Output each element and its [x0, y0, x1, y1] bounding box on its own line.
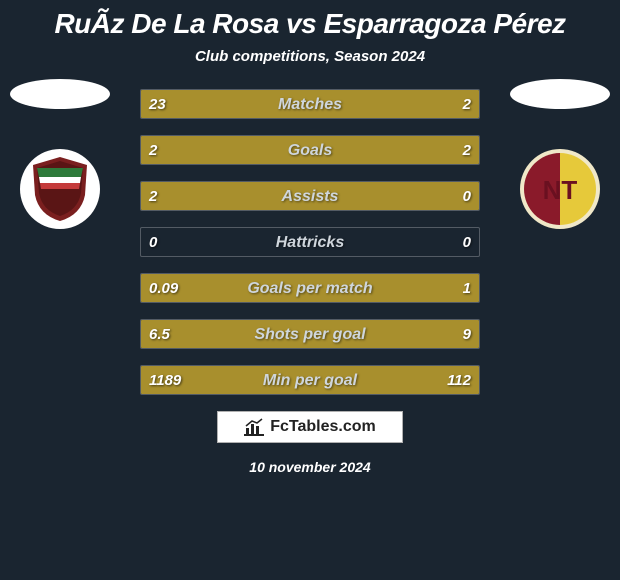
stat-row: Min per goal1189 112 — [140, 365, 480, 395]
stat-row: Goals per match0.09 1 — [140, 273, 480, 303]
club-logo-left — [20, 149, 100, 229]
brand-badge[interactable]: FcTables.com — [217, 411, 403, 443]
stat-value-right: 0 — [455, 182, 479, 211]
stat-label: Hattricks — [141, 228, 479, 257]
stat-label: Assists — [141, 182, 479, 211]
shield-icon — [29, 155, 91, 223]
stat-row: Hattricks0 0 — [140, 227, 480, 257]
stat-label: Min per goal — [141, 366, 479, 395]
stat-value-right: 1 — [455, 274, 479, 303]
content-area: NT Matches232Goals22Assists20Hattricks00… — [0, 69, 620, 475]
stat-value-right: 112 — [439, 366, 479, 395]
chart-icon — [244, 418, 264, 436]
stat-row: Assists2 0 — [140, 181, 480, 211]
stat-label: Goals per match — [141, 274, 479, 303]
stat-value-left: 1189 — [141, 366, 189, 395]
player-slot-right — [510, 79, 610, 109]
player-slot-left — [10, 79, 110, 109]
svg-text:NT: NT — [543, 175, 578, 205]
stat-value-left: 6.5 — [141, 320, 178, 349]
stat-label: Goals — [141, 136, 479, 165]
stat-value-right: 2 — [455, 136, 479, 165]
stat-value-left: 23 — [141, 90, 174, 119]
brand-text: FcTables.com — [270, 418, 376, 436]
stats-table: Matches232Goals22Assists20Hattricks00Goa… — [140, 89, 480, 395]
stat-label: Matches — [141, 90, 479, 119]
club-badge-icon: NT — [520, 149, 600, 229]
club-logo-right: NT — [520, 149, 600, 229]
stat-row: Shots per goal6.5 9 — [140, 319, 480, 349]
subtitle: Club competitions, Season 2024 — [0, 48, 620, 65]
stat-value-right: 0 — [455, 228, 479, 257]
stat-value-left: 2 — [141, 182, 165, 211]
stat-value-right: 2 — [455, 90, 479, 119]
stat-value-left: 2 — [141, 136, 165, 165]
page-title: RuÃ­z De La Rosa vs Esparragoza Pérez — [0, 8, 620, 40]
stat-value-right: 9 — [455, 320, 479, 349]
stat-row: Matches23 2 — [140, 89, 480, 119]
stat-value-left: 0.09 — [141, 274, 186, 303]
stat-value-left: 0 — [141, 228, 165, 257]
stat-row: Goals2 2 — [140, 135, 480, 165]
stat-label: Shots per goal — [141, 320, 479, 349]
date-text: 10 november 2024 — [0, 459, 620, 475]
